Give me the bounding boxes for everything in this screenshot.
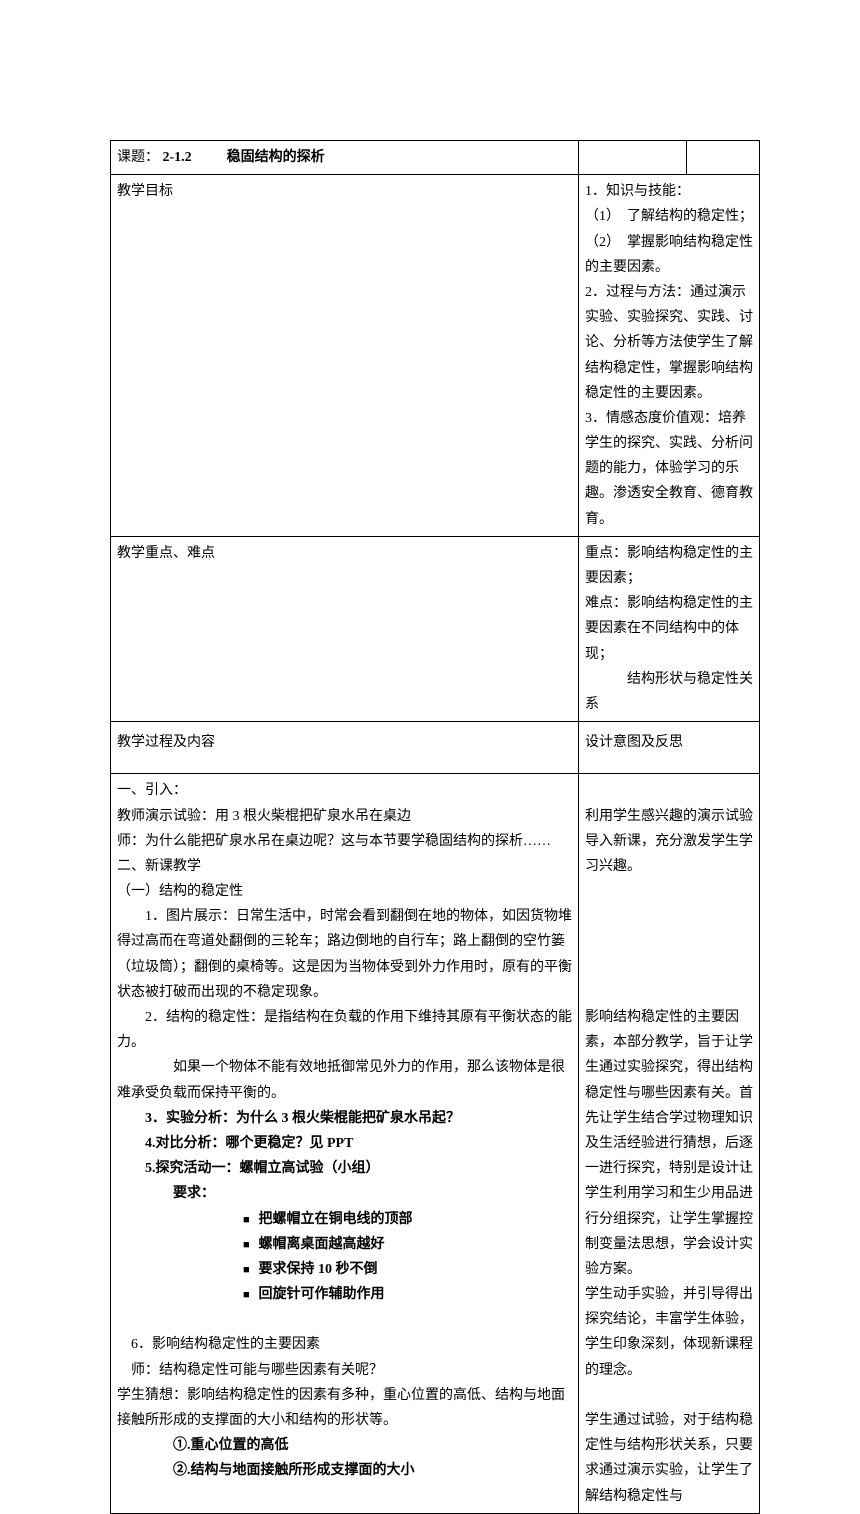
process-left: 一、引入：教师演示试验：用 3 根火柴棍把矿泉水吊在桌边师：为什么能把矿泉水吊在… bbox=[111, 774, 579, 1513]
process-line: 学生猜想：影响结构稳定性的因素有多种，重心位置的高低、结构与地面接触所形成的支撑… bbox=[117, 1383, 572, 1433]
process-line: 1．图片展示：日常生活中，时常会看到翻倒在地的物体，如因货物堆得过高而在弯道处翻… bbox=[117, 904, 572, 1005]
process-line bbox=[117, 1307, 572, 1332]
keypoint-line: 难点：影响结构稳定性的主要因素在不同结构中的体现； bbox=[585, 591, 753, 667]
process-line: 要求： bbox=[117, 1181, 572, 1206]
process-line: 螺帽离桌面越高越好 bbox=[117, 1232, 572, 1257]
process-line: 一、引入： bbox=[117, 778, 572, 803]
process-header-row: 教学过程及内容 设计意图及反思 bbox=[111, 722, 760, 774]
spacer bbox=[585, 879, 753, 904]
process-header-left: 教学过程及内容 bbox=[111, 722, 579, 774]
spacer bbox=[585, 980, 753, 1005]
objective-line: （1） 了解结构的稳定性；（2） 掌握影响结构稳定性的主要因素。 bbox=[585, 204, 753, 280]
process-line: 5.探究活动一：螺帽立高试验（小组） bbox=[117, 1156, 572, 1181]
process-line: 师：为什么能把矿泉水吊在桌边呢？这与本节要学稳固结构的探析…… bbox=[117, 829, 572, 854]
title-row: 课题： 2-1.2 稳固结构的探析 bbox=[111, 141, 760, 175]
process-line: 2．结构的稳定性：是指结构在负载的作用下维持其原有平衡状态的能力。 bbox=[117, 1005, 572, 1055]
process-line: 6．影响结构稳定性的主要因素 bbox=[117, 1332, 572, 1357]
spacer bbox=[585, 1383, 753, 1408]
process-right: 利用学生感兴趣的演示试验导入新课，充分激发学生学习兴趣。 影响结构稳定性的主要因… bbox=[579, 774, 760, 1513]
objective-line: 1．知识与技能： bbox=[585, 179, 753, 204]
title-code: 2-1.2 bbox=[163, 150, 192, 165]
title-main: 稳固结构的探析 bbox=[227, 150, 325, 165]
keypoint-line: 重点：影响结构稳定性的主要因素； bbox=[585, 541, 753, 591]
keypoint-line: 结构形状与稳定性关系 bbox=[585, 667, 753, 717]
spacer bbox=[585, 929, 753, 954]
spacer bbox=[585, 778, 753, 803]
reflection-block: 学生通过试验，对于结构稳定性与结构形状关系，只要求通过演示实验，让学生了解结构稳… bbox=[585, 1408, 753, 1509]
process-line: 回旋针可作辅助作用 bbox=[117, 1282, 572, 1307]
title-text bbox=[195, 150, 223, 165]
lesson-plan-table: 课题： 2-1.2 稳固结构的探析 教学目标 1．知识与技能：（1） 了解结构的… bbox=[110, 140, 760, 1514]
objectives-label: 教学目标 bbox=[111, 175, 579, 537]
process-line: （一）结构的稳定性 bbox=[117, 879, 572, 904]
keypoints-row: 教学重点、难点 重点：影响结构稳定性的主要因素；难点：影响结构稳定性的主要因素在… bbox=[111, 536, 760, 721]
document-page: 课题： 2-1.2 稳固结构的探析 教学目标 1．知识与技能：（1） 了解结构的… bbox=[0, 0, 860, 1216]
process-line: 4.对比分析：哪个更稳定？见 PPT bbox=[117, 1131, 572, 1156]
empty-cell-1 bbox=[579, 141, 687, 175]
page-number: 1 bbox=[744, 1154, 750, 1176]
reflection-block: 影响结构稳定性的主要因素，本部分教学，旨于让学生通过实验探究，得出结构稳定性与哪… bbox=[585, 1005, 753, 1282]
keypoints-content: 重点：影响结构稳定性的主要因素；难点：影响结构稳定性的主要因素在不同结构中的体现… bbox=[579, 536, 760, 721]
process-line: 如果一个物体不能有效地抵御常见外力的作用，那么该物体是很难承受负载而保持平衡的。 bbox=[117, 1055, 572, 1105]
process-line: 要求保持 10 秒不倒 bbox=[117, 1257, 572, 1282]
objective-line: 3．情感态度价值观：培养学生的探究、实践、分析问题的能力，体验学习的乐趣。渗透安… bbox=[585, 406, 753, 532]
process-line: 二、新课教学 bbox=[117, 854, 572, 879]
process-line: ①.重心位置的高低 bbox=[117, 1433, 572, 1458]
spacer bbox=[585, 955, 753, 980]
title-label: 课题： bbox=[117, 150, 159, 165]
keypoints-label: 教学重点、难点 bbox=[111, 536, 579, 721]
process-line: 把螺帽立在铜电线的顶部 bbox=[117, 1207, 572, 1232]
objectives-row: 教学目标 1．知识与技能：（1） 了解结构的稳定性；（2） 掌握影响结构稳定性的… bbox=[111, 175, 760, 537]
objectives-content: 1．知识与技能：（1） 了解结构的稳定性；（2） 掌握影响结构稳定性的主要因素。… bbox=[579, 175, 760, 537]
objective-line: 2．过程与方法：通过演示实验、实验探究、实践、讨论、分析等方法使学生了解结构稳定… bbox=[585, 280, 753, 406]
process-line: 师：结构稳定性可能与哪些因素有关呢？ bbox=[117, 1358, 572, 1383]
process-header-right: 设计意图及反思 bbox=[579, 722, 760, 774]
process-body-row: 一、引入：教师演示试验：用 3 根火柴棍把矿泉水吊在桌边师：为什么能把矿泉水吊在… bbox=[111, 774, 760, 1513]
empty-cell-2 bbox=[687, 141, 760, 175]
title-cell: 课题： 2-1.2 稳固结构的探析 bbox=[111, 141, 579, 175]
process-line: 3．实验分析：为什么 3 根火柴棍能把矿泉水吊起？ bbox=[117, 1106, 572, 1131]
reflection-block: 利用学生感兴趣的演示试验导入新课，充分激发学生学习兴趣。 bbox=[585, 804, 753, 880]
process-line: 教师演示试验：用 3 根火柴棍把矿泉水吊在桌边 bbox=[117, 804, 572, 829]
process-line: ②.结构与地面接触所形成支撑面的大小 bbox=[117, 1458, 572, 1483]
reflection-block: 学生动手实验，并引导得出探究结论，丰富学生体验，学生印象深刻，体现新课程的理念。 bbox=[585, 1282, 753, 1383]
spacer bbox=[585, 904, 753, 929]
